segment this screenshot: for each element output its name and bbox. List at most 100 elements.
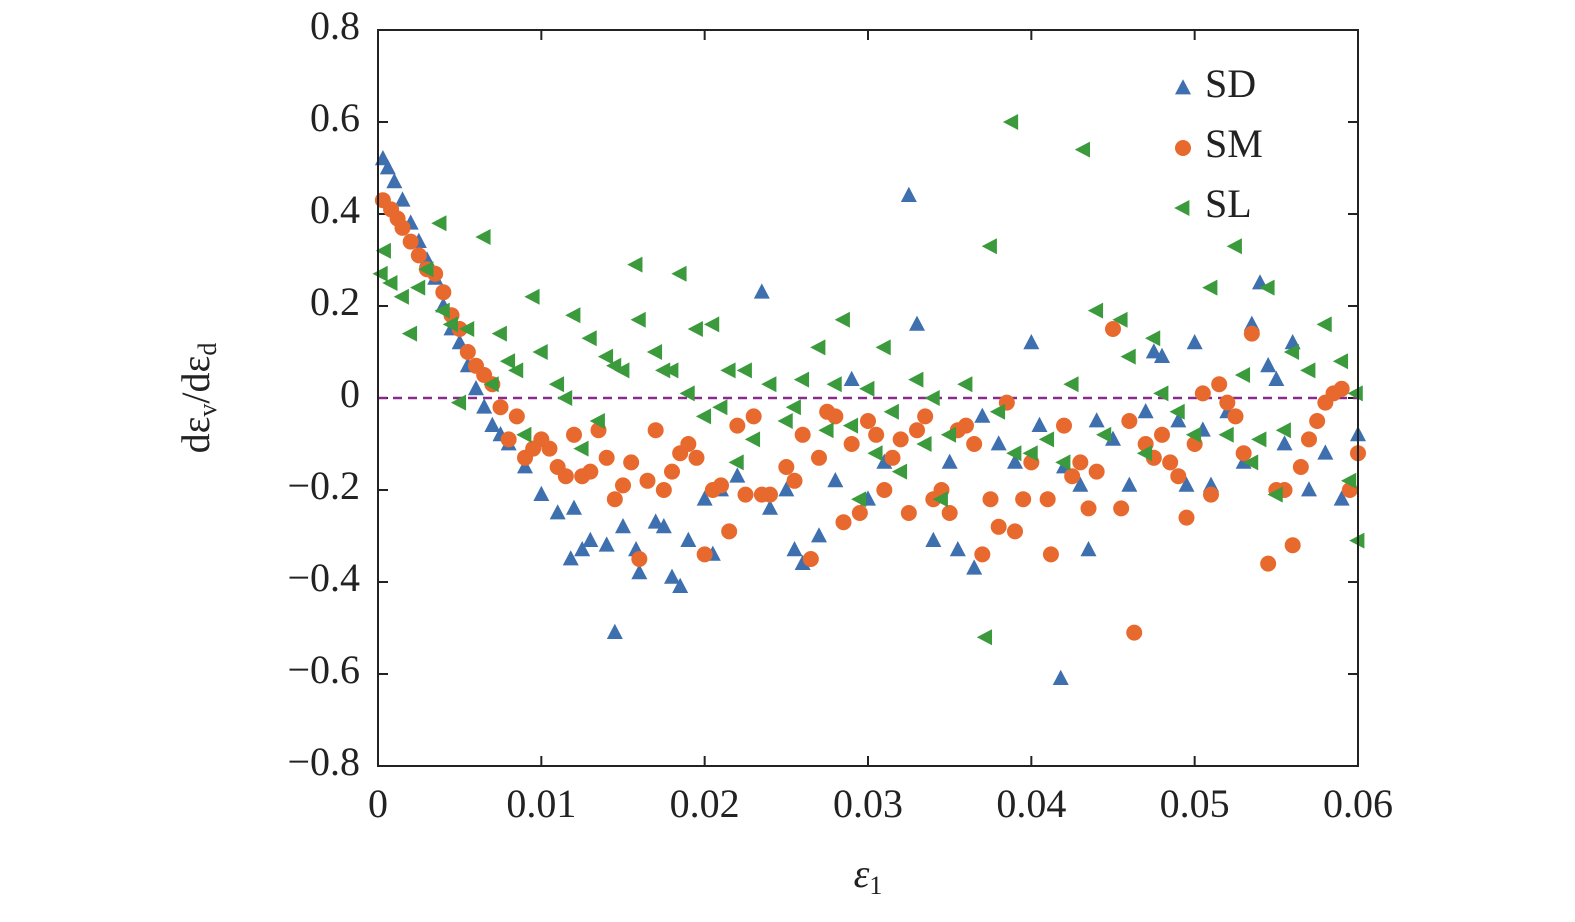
point [728, 454, 744, 471]
point [989, 403, 1006, 420]
point [450, 394, 467, 411]
legend-label: SD [1205, 61, 1256, 106]
point [1178, 476, 1195, 492]
point [1267, 486, 1283, 503]
point [891, 463, 908, 480]
point [1154, 347, 1170, 363]
point [468, 380, 484, 396]
point [1056, 417, 1072, 434]
point [1283, 344, 1300, 360]
point [1088, 412, 1105, 428]
point [976, 629, 992, 646]
y-tick-label: −0.6 [287, 647, 360, 692]
point [811, 449, 827, 466]
point [1038, 431, 1055, 448]
point [1243, 325, 1260, 342]
point [402, 233, 419, 250]
y-tick-label: 0.4 [310, 187, 360, 232]
point [508, 362, 524, 379]
point [574, 541, 591, 557]
y-tick-label: −0.4 [287, 555, 360, 600]
point [680, 531, 697, 547]
point [900, 505, 917, 521]
point [958, 417, 974, 434]
point [630, 311, 646, 328]
point [1275, 422, 1291, 439]
point [627, 256, 643, 273]
point [778, 481, 795, 497]
point [475, 229, 491, 245]
point [827, 472, 844, 488]
point [810, 339, 826, 356]
point [941, 453, 958, 469]
point [1259, 279, 1275, 296]
y-label-part: dε [173, 417, 218, 454]
point [1121, 413, 1138, 429]
point [655, 482, 672, 498]
point [1341, 472, 1357, 489]
point [974, 407, 991, 423]
point [598, 536, 615, 552]
x-tick-label: 0.06 [1323, 781, 1393, 826]
point [1031, 416, 1048, 432]
point [541, 440, 558, 457]
point [688, 449, 705, 466]
point [483, 376, 499, 393]
y-label-part: /dε [173, 356, 218, 404]
point [1154, 426, 1170, 443]
point [597, 348, 614, 365]
point [925, 531, 942, 547]
point [631, 551, 648, 567]
point [762, 486, 778, 503]
point [1055, 454, 1071, 471]
point [1072, 476, 1089, 492]
point [1105, 321, 1121, 337]
point [680, 436, 697, 452]
point [499, 353, 516, 370]
point [372, 265, 388, 282]
point [1112, 311, 1128, 328]
point [492, 399, 509, 416]
point [476, 398, 493, 414]
point [713, 477, 729, 494]
point [615, 477, 631, 494]
point [1276, 435, 1293, 451]
point [614, 362, 630, 379]
point [1226, 238, 1242, 255]
point [966, 436, 983, 452]
point [1178, 509, 1195, 526]
point [1219, 394, 1236, 411]
point [729, 417, 746, 434]
point [1072, 454, 1089, 471]
point [981, 238, 997, 255]
x-label-sub: 1 [869, 871, 882, 900]
point [1185, 426, 1202, 443]
point [909, 315, 925, 331]
point [647, 422, 664, 439]
legend-marker [1175, 79, 1191, 95]
x-tick-label: 0.02 [670, 781, 740, 826]
x-tick-label: 0 [368, 781, 388, 826]
point [785, 399, 801, 416]
legend-label: SM [1205, 121, 1263, 166]
x-tick-label: 0.03 [833, 781, 903, 826]
point [581, 330, 597, 347]
y-tick-label: −0.8 [287, 739, 360, 784]
point [1096, 426, 1112, 443]
point [394, 191, 411, 207]
point [932, 491, 948, 508]
point [1064, 468, 1081, 485]
point [761, 376, 777, 393]
point [704, 316, 720, 333]
point [516, 426, 532, 443]
point [524, 288, 540, 305]
point [908, 371, 924, 388]
point [892, 431, 909, 448]
point [582, 531, 599, 547]
point [729, 467, 746, 483]
point [1136, 445, 1153, 462]
point [687, 321, 703, 337]
point [655, 518, 672, 534]
point [484, 416, 501, 432]
point [883, 403, 899, 420]
